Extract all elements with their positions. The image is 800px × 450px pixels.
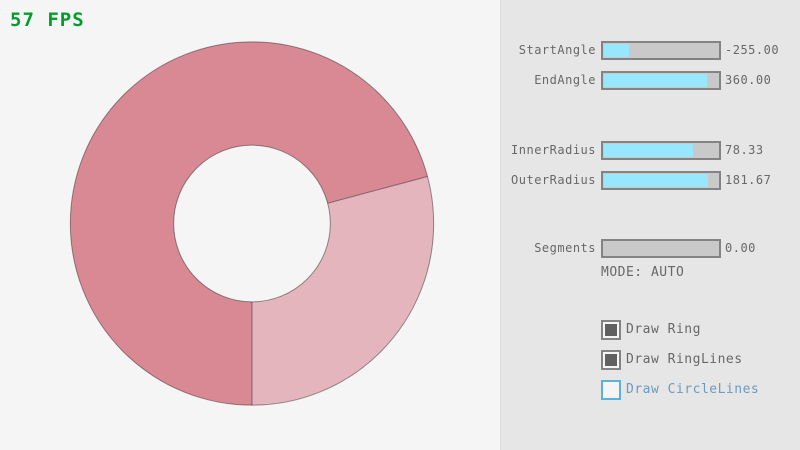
segments-value: 0.00 [725,241,756,255]
innerradius-slider[interactable] [601,141,721,160]
innerradius-label: InnerRadius [511,143,596,157]
render-canvas [69,41,435,406]
endangle-slider[interactable] [601,71,721,90]
endangle-label: EndAngle [534,73,596,87]
slider-row-outerradius: OuterRadius 181.67 [501,171,800,190]
draw-ring-label: Draw Ring [626,322,701,337]
fps-counter: 57 FPS [10,9,85,31]
slider-row-startangle: StartAngle -255.00 [501,41,800,60]
outerradius-label: OuterRadius [511,173,596,187]
checkbox-row-draw-circlelines: Draw CircleLines [601,380,800,400]
segments-slider[interactable] [601,239,721,258]
innerradius-slider-fill [604,144,694,157]
draw-ringlines-checkmark [605,354,617,366]
outerradius-slider[interactable] [601,171,721,190]
outerradius-slider-fill [604,174,708,187]
checkbox-row-draw-ring: Draw Ring [601,320,800,340]
slider-row-segments: Segments 0.00 [501,239,800,258]
segments-mode-text: MODE: AUTO [601,265,685,280]
draw-ring-checkmark [605,324,617,336]
draw-ring-checkbox[interactable] [601,320,621,340]
control-panel: StartAngle -255.00 EndAngle 360.00 Inner… [500,0,800,450]
startangle-slider-fill [604,44,629,57]
outerradius-value: 181.67 [725,173,772,187]
startangle-slider[interactable] [601,41,721,60]
startangle-label: StartAngle [518,43,596,57]
slider-row-endangle: EndAngle 360.00 [501,71,800,90]
innerradius-value: 78.33 [725,143,764,157]
draw-ringlines-label: Draw RingLines [626,352,743,367]
endangle-slider-fill [604,74,707,87]
checkbox-row-draw-ringlines: Draw RingLines [601,350,800,370]
ring-drawing [69,41,435,406]
slider-row-innerradius: InnerRadius 78.33 [501,141,800,160]
draw-circlelines-label: Draw CircleLines [626,382,760,397]
draw-circlelines-checkbox[interactable] [601,380,621,400]
draw-circlelines-checkmark [605,384,617,396]
endangle-value: 360.00 [725,73,772,87]
startangle-value: -255.00 [725,43,780,57]
segments-label: Segments [534,241,596,255]
draw-ringlines-checkbox[interactable] [601,350,621,370]
